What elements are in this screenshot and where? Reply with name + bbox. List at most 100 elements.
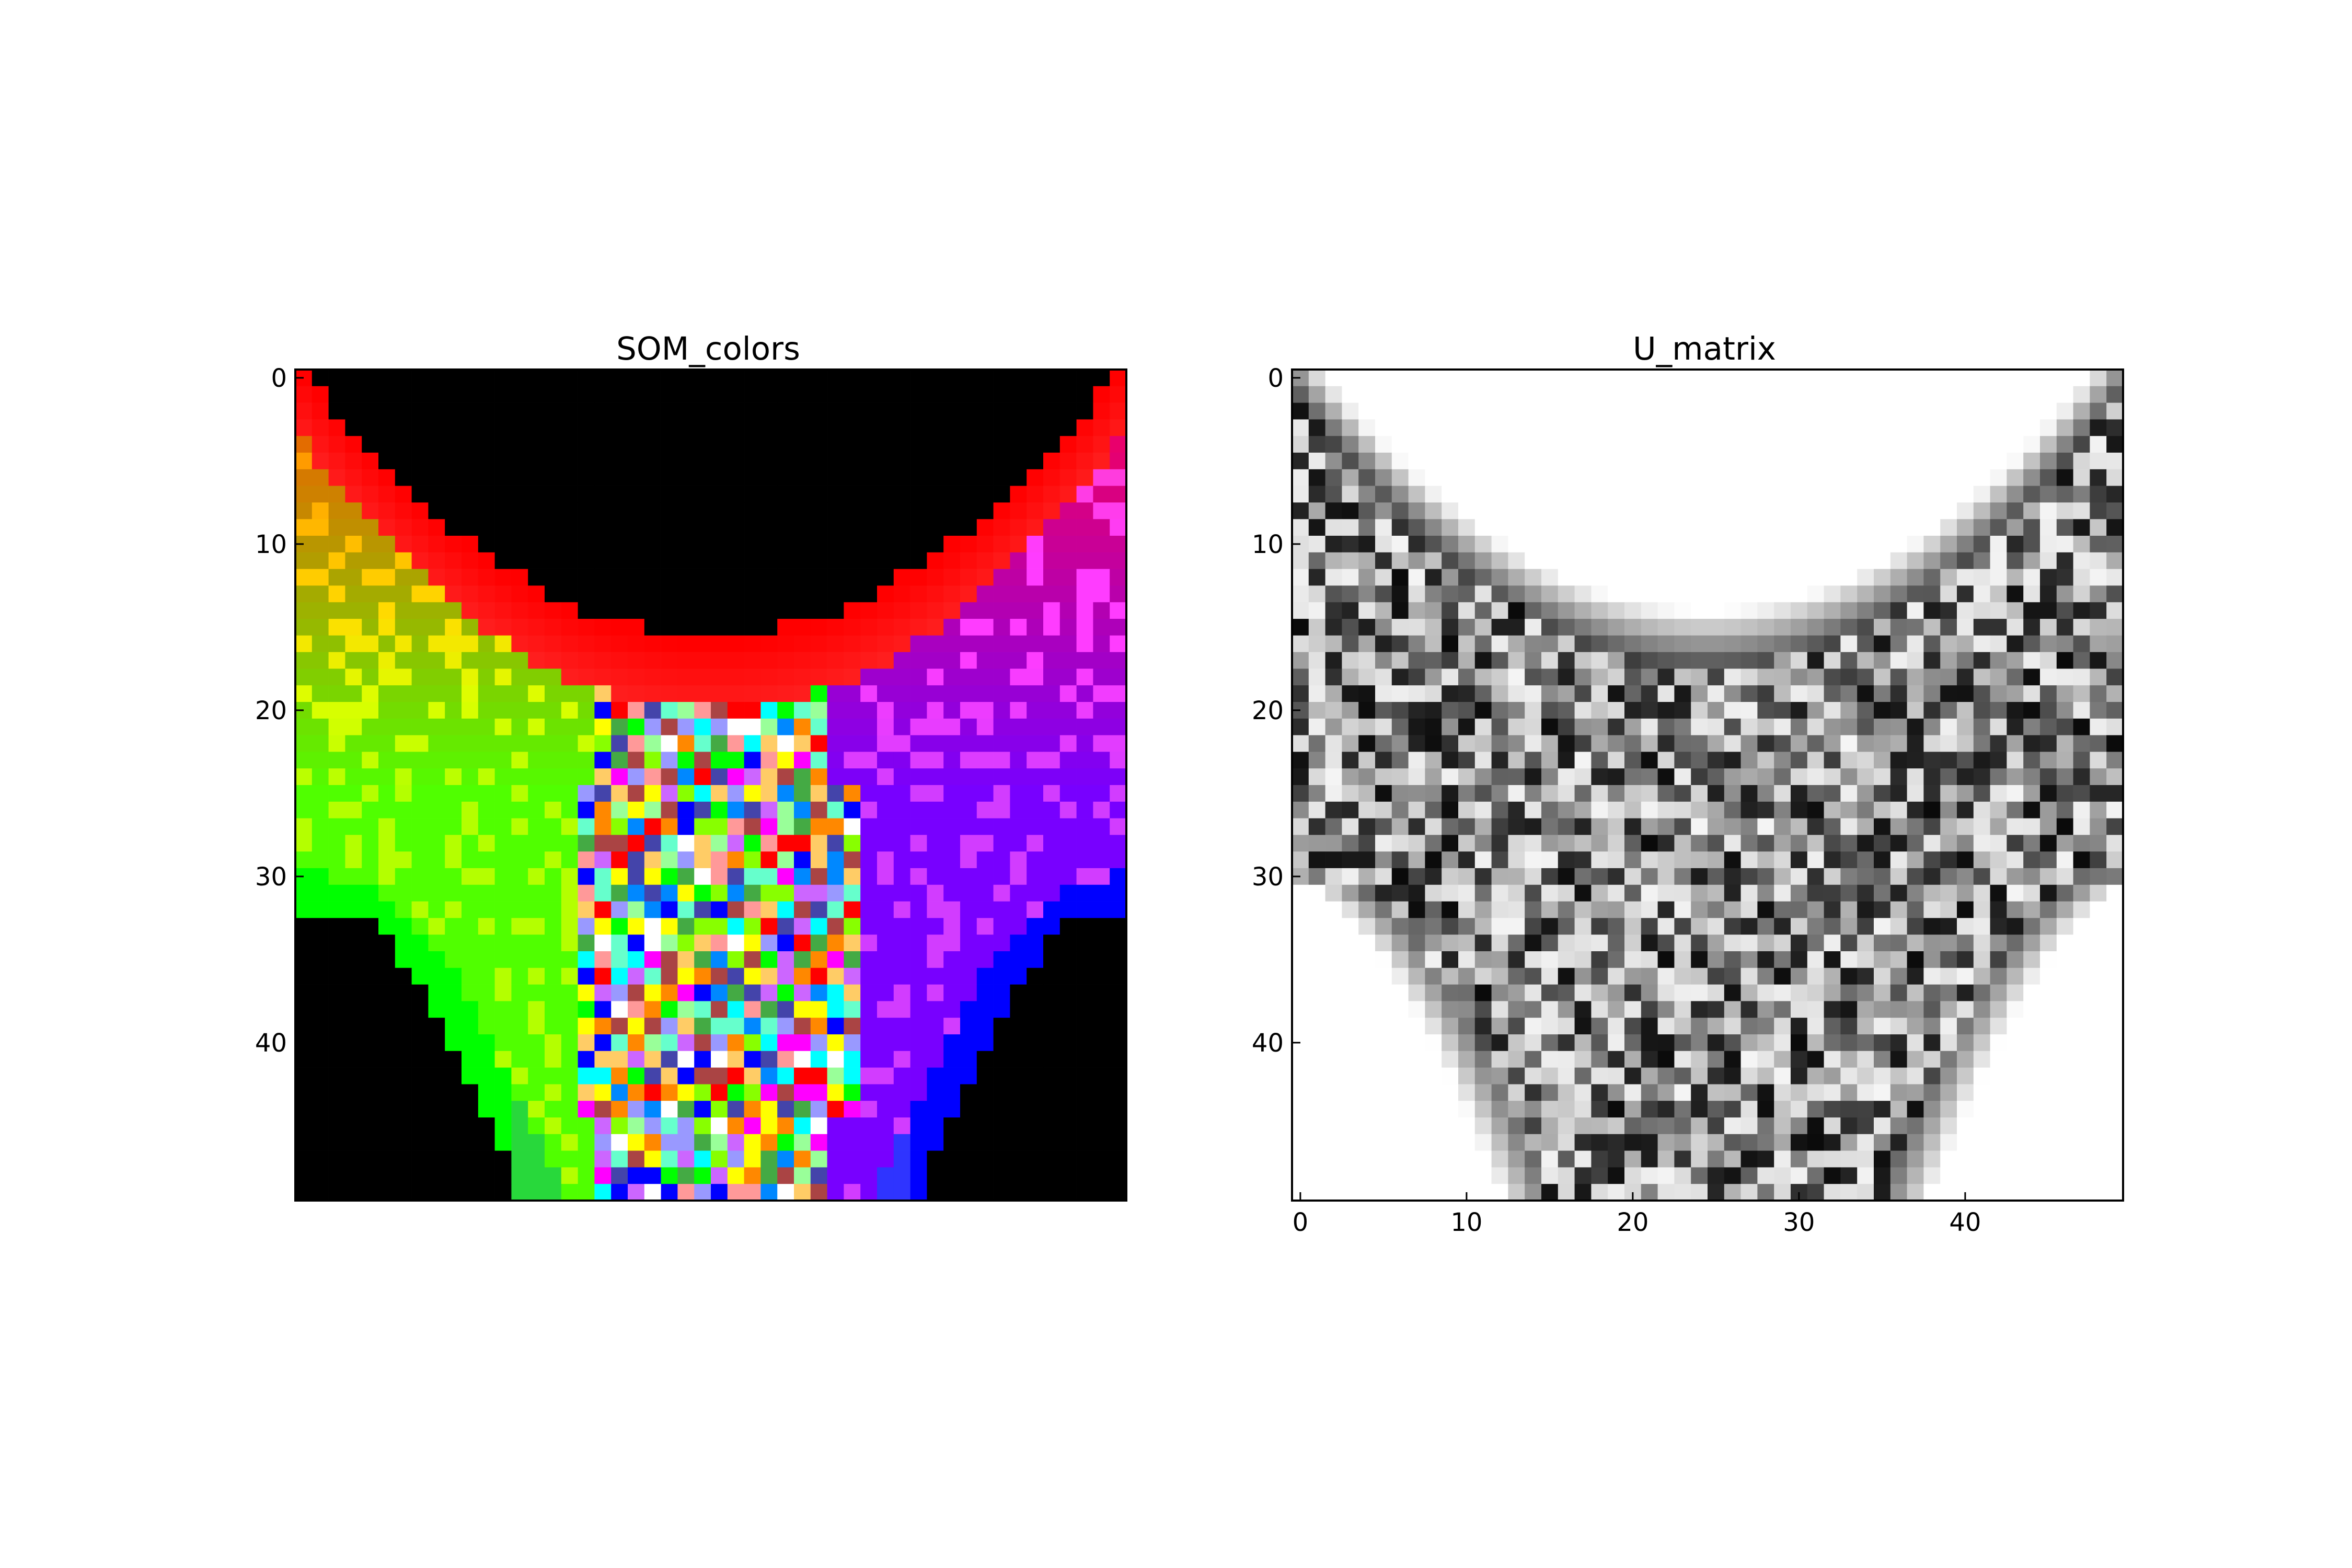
heatmap-cell [328,752,345,769]
heatmap-cell [810,1084,827,1101]
heatmap-cell [760,718,778,735]
heatmap-cell [794,502,811,520]
heatmap-cell [462,569,479,586]
heatmap-cell [1358,1051,1376,1068]
heatmap-cell [1641,702,1658,719]
heatmap-cell [760,1184,778,1201]
heatmap-cell [794,552,811,569]
heatmap-cell [1674,602,1691,619]
heatmap-cell [2073,935,2090,952]
heatmap-cell [877,935,894,952]
heatmap-cell [1325,768,1342,786]
heatmap-cell [2040,967,2057,985]
heatmap-cell [2090,951,2107,969]
heatmap-cell [545,685,562,702]
heatmap-cell [1292,635,1309,652]
heatmap-cell [2040,785,2057,802]
heatmap-cell [1940,868,1957,885]
heatmap-cell [794,685,811,702]
heatmap-cell [1973,801,1990,818]
heatmap-cell [445,851,462,869]
heatmap-cell [1957,1067,1974,1085]
heatmap-cell [1890,768,1907,786]
heatmap-cell [694,1018,711,1035]
heatmap-cell [1574,1001,1592,1018]
heatmap-cell [1840,1117,1858,1135]
heatmap-cell [2040,436,2057,453]
heatmap-cell [1458,718,1475,735]
heatmap-cell [1442,935,1459,952]
heatmap-cell [478,785,495,802]
heatmap-cell [1093,685,1110,702]
heatmap-cell [1990,1117,2007,1135]
heatmap-cell [478,851,495,869]
heatmap-cell [810,1001,827,1018]
heatmap-cell [993,668,1010,686]
heatmap-cell [378,436,396,453]
heatmap-cell [1010,835,1027,852]
heatmap-cell [1442,519,1459,536]
heatmap-cell [1425,935,1442,952]
heatmap-cell [1807,469,1824,486]
heatmap-cell [1525,735,1542,752]
heatmap-cell [644,801,661,818]
heatmap-cell [1641,935,1658,952]
heatmap-cell [1391,967,1409,985]
heatmap-cell [860,1034,878,1052]
heatmap-cell [1110,619,1127,636]
heatmap-cell [827,386,844,403]
heatmap-cell [1375,884,1392,902]
heatmap-cell [362,569,379,586]
heatmap-cell [1076,768,1093,786]
heatmap-cell [1624,685,1642,702]
heatmap-cell [694,585,711,603]
heatmap-cell [2056,1101,2073,1118]
heatmap-cell [844,602,861,619]
heatmap-cell [561,536,578,553]
heatmap-cell [1691,419,1708,436]
som-colors-axes-frame [294,368,1127,1202]
heatmap-cell [976,735,994,752]
heatmap-cell [1591,469,1608,486]
heatmap-cell [594,951,612,969]
heatmap-cell [611,486,628,503]
heatmap-cell [1641,1034,1658,1052]
heatmap-cell [1325,1051,1342,1068]
heatmap-cell [661,486,678,503]
heatmap-cell [1824,1150,1841,1168]
heatmap-cell [312,901,329,918]
heatmap-cell [1973,967,1990,985]
heatmap-cell [328,370,345,387]
heatmap-cell [1358,519,1376,536]
heatmap-cell [628,585,645,603]
heatmap-cell [1375,851,1392,869]
heatmap-cell [328,402,345,420]
heatmap-cell [2007,502,2024,520]
heatmap-cell [312,668,329,686]
heatmap-cell [1657,602,1675,619]
heatmap-cell [1674,469,1691,486]
heatmap-cell [1641,619,1658,636]
heatmap-cell [2106,668,2124,686]
heatmap-cell [1110,918,1127,935]
heatmap-cell [2040,851,2057,869]
heatmap-cell [1641,785,1658,802]
heatmap-cell [1890,951,1907,969]
heatmap-cell [760,984,778,1001]
heatmap-cell [545,918,562,935]
heatmap-cell [1525,569,1542,586]
heatmap-cell [1874,1067,1891,1085]
heatmap-cell [494,785,512,802]
heatmap-cell [1027,519,1044,536]
heatmap-cell [927,702,944,719]
heatmap-cell [528,884,545,902]
heatmap-cell [943,668,961,686]
heatmap-cell [1010,619,1027,636]
heatmap-cell [711,1084,728,1101]
heatmap-cell [1508,935,1525,952]
heatmap-cell [528,935,545,952]
heatmap-cell [594,801,612,818]
heatmap-cell [927,1134,944,1151]
heatmap-cell [345,1184,362,1201]
heatmap-cell [744,635,761,652]
